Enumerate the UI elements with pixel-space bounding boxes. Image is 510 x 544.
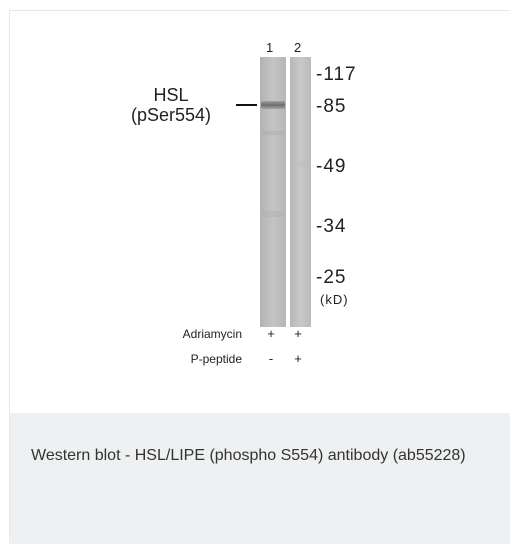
protein-phospho-site: (pSer554) (130, 105, 212, 125)
figure-card: 1 2 HSL (pSer554) -117 -85 -49 -34 -25 (… (9, 10, 510, 544)
blot-graphic (236, 57, 311, 327)
protein-name: HSL (153, 85, 189, 105)
p-peptide-lane-1: - (268, 351, 274, 366)
mw-marker-85: -85 (316, 96, 347, 117)
lane-number-2: 2 (294, 40, 302, 55)
mw-marker-117: -117 (316, 64, 357, 85)
figure-caption: Western blot - HSL/LIPE (phospho S554) a… (31, 447, 466, 464)
protein-label: HSL (pSer554) (108, 85, 234, 125)
adriamycin-lane-2: + (294, 326, 302, 341)
condition-label-p-peptide: P-peptide (190, 352, 242, 366)
condition-label-adriamycin: Adriamycin (182, 327, 242, 341)
mw-marker-34: -34 (316, 216, 347, 237)
western-blot-image: 1 2 HSL (pSer554) -117 -85 -49 -34 -25 (… (10, 11, 510, 413)
mw-marker-49: -49 (316, 156, 347, 177)
lane-number-1: 1 (266, 40, 274, 55)
lane-2-strip (290, 57, 311, 327)
p-peptide-lane-2: + (294, 351, 302, 366)
mw-unit: (kD) (320, 292, 349, 307)
mw-marker-25: -25 (316, 267, 347, 288)
caption-panel: Western blot - HSL/LIPE (phospho S554) a… (10, 413, 510, 544)
adriamycin-lane-1: + (267, 326, 275, 341)
hsl-band (261, 101, 285, 109)
lane-1-strip (260, 57, 286, 327)
